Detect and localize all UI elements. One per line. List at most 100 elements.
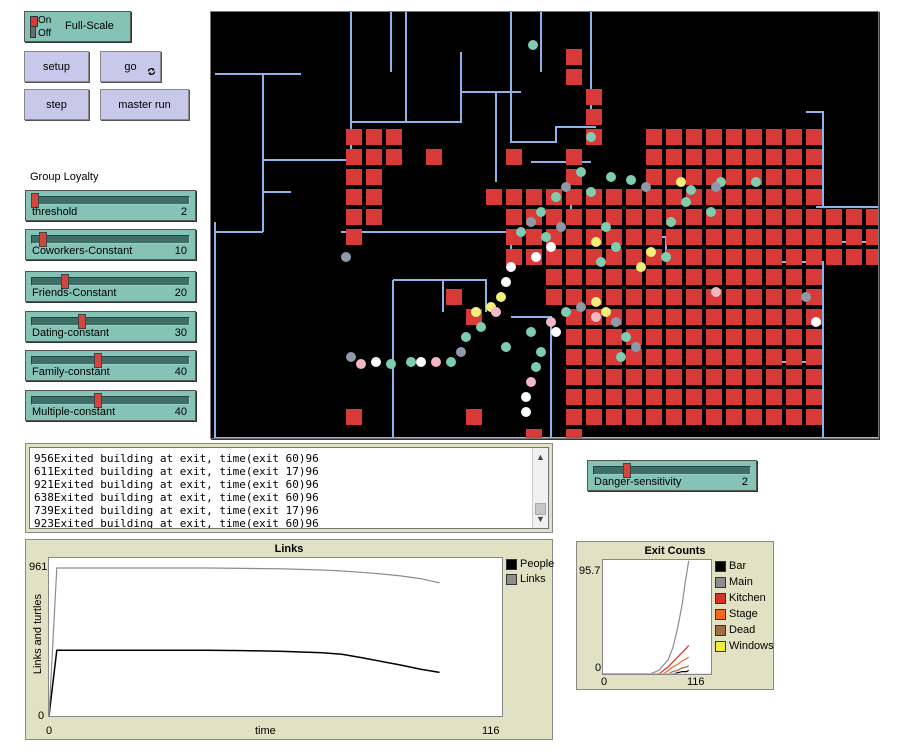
fire-tile	[806, 289, 822, 305]
y-axis-title: Links and turtles	[32, 593, 44, 675]
slider-track[interactable]	[593, 466, 751, 475]
fire-tile	[806, 129, 822, 145]
fire-tile	[766, 229, 782, 245]
slider-track[interactable]	[31, 196, 190, 205]
setup-button[interactable]: setup	[24, 51, 89, 82]
slider-knob[interactable]	[94, 353, 103, 368]
output-line: 923Exited building at exit, time(exit 60…	[34, 517, 319, 529]
legend-swatch	[715, 576, 726, 588]
links-plot: Links 961 0 0 116 time Links and turtles…	[25, 539, 554, 740]
person-dot	[576, 167, 586, 177]
fire-tile	[726, 249, 742, 265]
go-button[interactable]: go	[100, 51, 161, 82]
slider-knob[interactable]	[38, 232, 47, 247]
wall-line	[350, 12, 407, 123]
slider-track[interactable]	[31, 396, 190, 405]
fire-tile	[786, 289, 802, 305]
fire-tile	[806, 269, 822, 285]
slider-track[interactable]	[31, 317, 190, 326]
fire-tile	[626, 229, 642, 245]
fire-tile	[786, 209, 802, 225]
person-dot	[536, 347, 546, 357]
fire-tile	[646, 349, 662, 365]
legend-label: Windows	[729, 640, 774, 652]
fire-tile	[346, 149, 362, 165]
slider-knob[interactable]	[31, 193, 39, 208]
person-dot	[341, 252, 351, 262]
step-button[interactable]: step	[24, 89, 89, 120]
fire-tile	[786, 169, 802, 185]
plot-title: Links	[274, 543, 304, 555]
fire-tile	[726, 309, 742, 325]
fire-tile	[806, 409, 822, 425]
fire-tile	[786, 309, 802, 325]
friends-constant-slider[interactable]: Friends-Constant 20	[25, 271, 196, 302]
person-dot	[576, 302, 586, 312]
y-max-label: 95.7	[579, 565, 601, 577]
legend-swatch	[506, 558, 517, 570]
setup-button-label: setup	[43, 60, 70, 73]
coworkers-constant-slider[interactable]: Coworkers-Constant 10	[25, 229, 196, 260]
fire-tile	[566, 329, 582, 345]
switch-lever-icon[interactable]	[30, 16, 38, 38]
fire-tile	[806, 229, 822, 245]
slider-knob[interactable]	[77, 314, 86, 329]
x-max-label: 116	[687, 676, 705, 688]
wall-line	[263, 122, 352, 161]
fire-tile	[766, 329, 782, 345]
fire-tile	[726, 149, 742, 165]
fire-tile	[766, 209, 782, 225]
person-dot	[416, 357, 426, 367]
fire-tile	[506, 189, 522, 205]
dating-constant-slider[interactable]: Dating-constant 30	[25, 311, 196, 342]
fire-tile	[446, 289, 462, 305]
scroll-thumb[interactable]	[535, 503, 546, 515]
danger-sensitivity-slider[interactable]: Danger-sensitivity 2	[587, 460, 757, 491]
slider-knob[interactable]	[61, 274, 70, 289]
fire-tile	[566, 229, 582, 245]
multiple-constant-slider[interactable]: Multiple-constant 40	[25, 390, 196, 421]
person-dot	[676, 177, 686, 187]
scroll-down-icon[interactable]: ▼	[536, 514, 545, 524]
fire-tile	[726, 209, 742, 225]
full-scale-switch[interactable]: On Off Full-Scale	[24, 11, 131, 42]
fire-tile	[786, 249, 802, 265]
fire-tile	[726, 269, 742, 285]
master-run-button[interactable]: master run	[100, 89, 189, 120]
world-view[interactable]	[210, 11, 879, 439]
fire-tile	[666, 249, 682, 265]
fire-tile	[766, 269, 782, 285]
fire-tile	[586, 369, 602, 385]
slider-track[interactable]	[31, 277, 190, 286]
person-dot	[516, 227, 526, 237]
fire-tile	[646, 409, 662, 425]
person-dot	[586, 132, 596, 142]
x-min-label: 0	[46, 725, 53, 737]
fire-tile	[686, 249, 702, 265]
fire-tile	[746, 349, 762, 365]
slider-knob[interactable]	[623, 463, 631, 478]
threshold-slider[interactable]: threshold 2	[25, 190, 196, 221]
fire-tile	[766, 309, 782, 325]
legend-label: Bar	[729, 560, 747, 572]
output-scrollbar[interactable]: ▲ ▼	[532, 448, 548, 528]
fire-tile	[566, 49, 582, 65]
fire-tile	[766, 409, 782, 425]
x-max-label: 116	[482, 725, 500, 737]
slider-knob[interactable]	[94, 393, 103, 408]
legend-item-bar: Bar	[715, 560, 746, 572]
fire-tile	[726, 169, 742, 185]
output-line: 956Exited building at exit, time(exit 60…	[34, 452, 319, 465]
fire-tile	[626, 209, 642, 225]
slider-track[interactable]	[31, 356, 190, 365]
scroll-up-icon[interactable]: ▲	[536, 452, 545, 462]
family-constant-slider[interactable]: Family-constant 40	[25, 350, 196, 381]
fire-tile	[806, 149, 822, 165]
person-dot	[686, 185, 696, 195]
person-dot	[431, 357, 441, 367]
fire-tile	[766, 389, 782, 405]
output-text-area[interactable]: 956Exited building at exit, time(exit 60…	[29, 447, 549, 529]
person-dot	[626, 175, 636, 185]
slider-track[interactable]	[31, 235, 190, 244]
legend-label: Kitchen	[729, 592, 766, 604]
